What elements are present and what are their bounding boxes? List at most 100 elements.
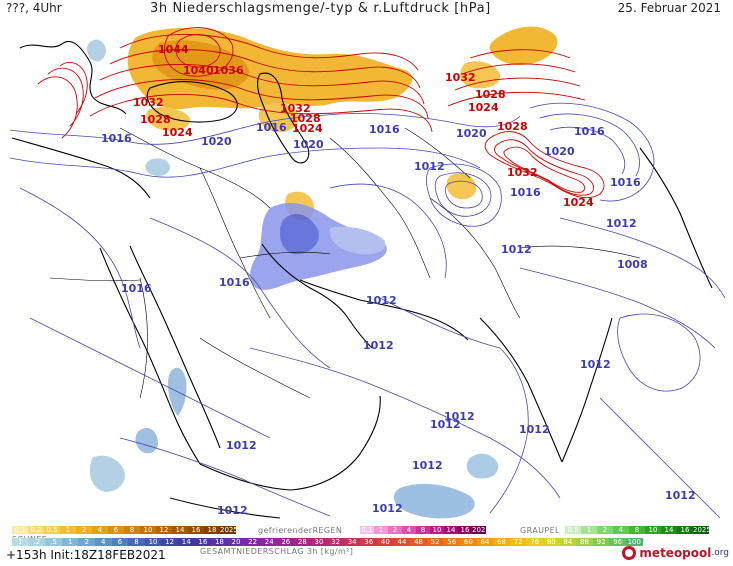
pressure-label-high: 1040 [183,64,214,77]
legend-graupel-cell: 14 [661,526,677,534]
legend-freezing-rain-cell: 2025+ [472,526,496,534]
pressure-label-high: 1024 [162,126,193,139]
legend-freezing-rain-cell: 8 [416,526,430,534]
isobars-high [37,27,605,199]
snow-area-caspian [258,103,299,133]
pressure-label-low: 1020 [456,127,487,140]
pressure-label-low: 1012 [665,489,696,502]
legend-freezing-rain-cell: 1 [374,526,388,534]
legend-total-cell: 88 [576,538,593,546]
forecast-time-label: ???, 4Uhr [6,1,62,15]
legend-total-cell: .5 [45,538,62,546]
pressure-label-high: 1024 [563,196,594,209]
coast-mediterranean [11,137,151,199]
legend-snow-scale: 0.1 0.2 0.5 1 2 4 6 8 10 12 14 16 18 2025+ [12,526,244,534]
pressure-label-low: 1016 [121,282,152,295]
pressure-label-low: 1020 [544,145,575,158]
pressure-label-low: 1020 [293,138,324,151]
legend-total-cell: .2 [28,538,46,546]
pressure-label-low: 1020 [201,135,232,148]
legend-snow-cell: 16 [188,526,204,534]
pressure-label-low: 1016 [101,132,132,145]
legend-total-cell: 18 [211,538,228,546]
legend-snow-cell: 2 [76,526,92,534]
pressure-label-low: 1016 [369,123,400,136]
legend-freezing-rain-cell: 14 [444,526,458,534]
pressure-label-low: 1012 [519,423,550,436]
legend-total-cell: 40 [377,538,394,546]
pressure-label-low: 1016 [574,125,605,138]
legend-total-cell: 20 [227,538,245,546]
snow-area-east-1 [460,61,501,89]
legend-total-cell: 10 [144,538,162,546]
pressure-label-high: 1036 [213,64,244,77]
pressure-label-high: 1024 [292,122,323,135]
legend-graupel-scale: 0.5 1 2 4 8 10 14 16 2025+ [565,526,717,534]
coast-caspian [257,72,310,164]
pressure-label-low: 1012 [217,504,248,517]
legend-snow-cell: 2025+ [220,526,244,534]
legend-total-cell: 30 [310,538,328,546]
legend-freezing-rain-title: gefrierenderREGEN [258,526,343,535]
legend-total-cell: 4 [94,538,112,546]
pressure-label-low: 1012 [501,243,532,256]
legend-snow-cell: 1 [60,526,76,534]
pressure-label-high: 1024 [468,101,499,114]
coastlines [11,40,713,519]
legend-total-cell: 1 [12,538,29,546]
coast-black-sea [146,81,238,123]
legend-total-cell: 12 [161,538,178,546]
legend-snow-cell: 0.2 [28,526,44,534]
pressure-label-high: 1028 [140,113,171,126]
map-header: ???, 4Uhr 3h Niederschlagsmenge/-typ & r… [0,0,733,18]
coast-iran-south [299,279,469,341]
coast-red-sea-west [99,247,201,465]
pressure-label-high: 1032 [133,96,164,109]
coast-europe-north [19,40,127,115]
rain-area-turkey [145,158,170,176]
pressure-label-low: 1012 [412,459,443,472]
pressure-label-low: 1016 [510,186,541,199]
legend-total-cell: 84 [559,538,577,546]
pressure-label-low: 1016 [256,121,287,134]
pressure-label-high: 1032 [280,102,311,115]
rain-area-north-1 [87,39,106,62]
legend-graupel-cell: 2 [597,526,613,534]
legend-freezing-rain-cell: 2 [388,526,402,534]
legend-total-cell: 14 [177,538,195,546]
legend-snow-cell: 12 [156,526,172,534]
legend-graupel-cell: 1 [581,526,597,534]
legend-total-cell: 64 [476,538,494,546]
meteopool-logo[interactable]: meteopool .org [622,546,729,560]
legend-total-cell: 24 [260,538,278,546]
snow-area-west [146,107,191,131]
legend-total-cell: 72 [509,538,527,546]
legend-freezing-rain-scale: 0.1 1 2 4 8 10 14 16 2025+ [360,526,496,534]
legend-snow-cell: 4 [92,526,108,534]
pressure-label-low: 1012 [366,294,397,307]
pressure-label-low: 1012 [606,217,637,230]
legend-snow-cell: 6 [108,526,124,534]
legend-total-cell: 34 [343,538,361,546]
legend-total-precipitation-scale: 1.2.5 1 2 4 6 8 10 12 14 16 18 20 22 24 26 28 30 32 34 36 40… [12,538,643,546]
snow-area-afghan [446,173,477,200]
map-title: 3h Niederschlagsmenge/-typ & r.Luftdruck… [150,1,491,16]
legend-graupel-cell: 2025+ [693,526,717,534]
rain-area-horn [89,455,125,492]
pressure-label-low: 1016 [610,176,641,189]
legend-total-cell: 16 [194,538,212,546]
legend-total-title: GESAMTNIEDERSCHLAG 3h [kg/m²] [200,547,354,556]
legend-total-cell: 36 [360,538,378,546]
pressure-label-low: 1012 [372,502,403,515]
snow-area-northeast [489,26,558,66]
legend-total-cell: 48 [410,538,427,546]
legend-snow-cell: 0.1 [12,526,28,534]
legend-freezing-rain-cell: 10 [430,526,444,534]
model-run-info: +153h Init:18Z18FEB2021 [6,548,166,562]
forecast-date: 25. Februar 2021 [617,1,721,15]
legend-total-cell: 1 [61,538,79,546]
legend-snow-cell: 0.5 [44,526,60,534]
